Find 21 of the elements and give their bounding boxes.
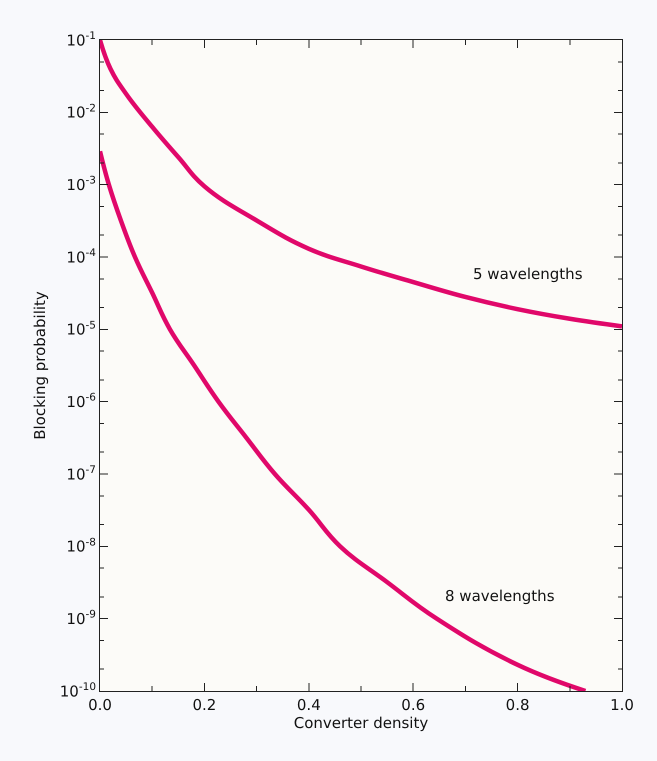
y-tick-label: 10$^{-1}$ [66,30,96,50]
x-tick-label: 0.6 [401,696,426,714]
x-axis-title: Converter density [294,714,428,732]
y-tick-label: 10$^{-5}$ [66,319,96,339]
y-tick-label: 10$^{-8}$ [66,536,96,556]
x-tick-label: 1.0 [610,696,634,714]
line-series [100,148,588,691]
y-tick-label: 10$^{-3}$ [66,174,96,194]
y-axis-title: Blocking probability [31,291,49,440]
y-tick-label: 10$^{-9}$ [66,608,96,628]
x-tick-label: 0.0 [88,696,112,714]
line-series [100,40,622,329]
x-tick-label: 0.2 [192,696,216,714]
y-tick-label: 10$^{-6}$ [66,392,96,411]
y-tick-label: 10$^{-2}$ [66,102,96,122]
series-label: 8 wavelengths [445,587,555,605]
y-tick-label: 10$^{-4}$ [66,246,96,266]
x-tick-label: 0.8 [506,696,530,714]
y-tick-label: 10$^{-7}$ [66,464,96,484]
x-tick-label: 0.4 [296,696,321,714]
series-label: 5 wavelengths [473,265,583,283]
